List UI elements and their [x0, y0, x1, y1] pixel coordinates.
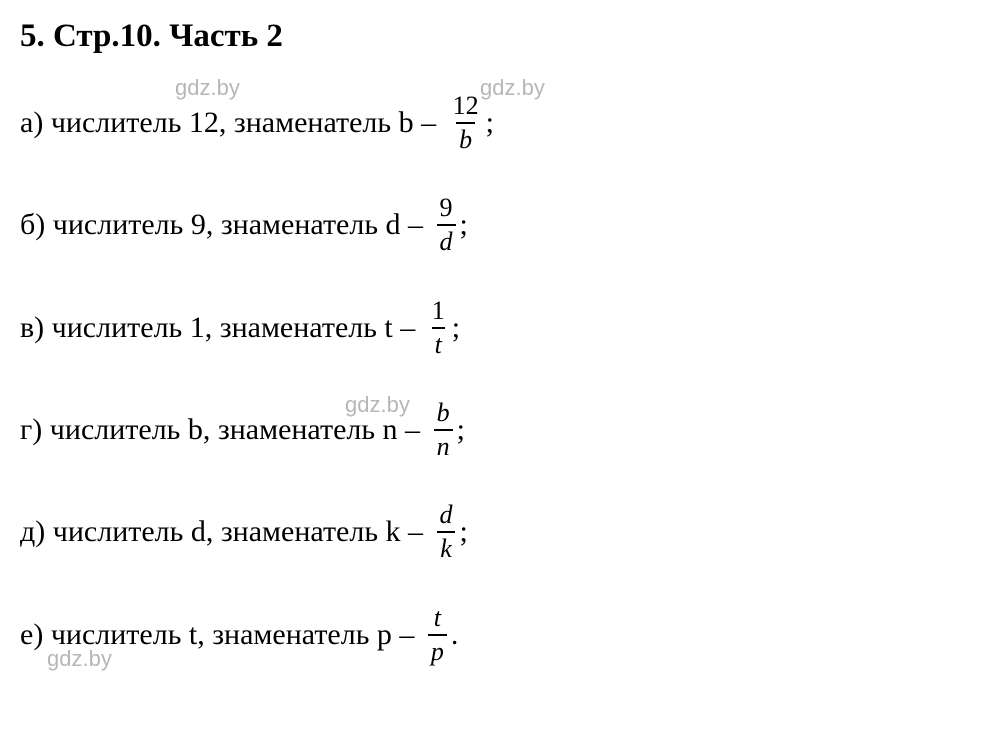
row-label: б)	[20, 210, 53, 240]
fraction-numerator: d	[437, 500, 456, 531]
row-tail: .	[451, 620, 459, 650]
row-tail: ;	[486, 108, 494, 138]
row-label: д)	[20, 517, 53, 547]
row-label: г)	[20, 415, 50, 445]
row-label: в)	[20, 313, 52, 343]
fraction: tp	[428, 603, 447, 667]
fraction: 1t	[429, 296, 448, 360]
row-text: числитель t, знаменатель p –	[51, 620, 422, 650]
fraction: 9d	[437, 193, 456, 257]
row-text: числитель b, знаменатель n –	[50, 415, 428, 445]
rows-container: а) числитель 12, знаменатель b – 12b;б) …	[20, 91, 983, 667]
answer-row: а) числитель 12, знаменатель b – 12b;	[20, 91, 983, 155]
fraction-numerator: b	[434, 398, 453, 429]
fraction-denominator: n	[434, 429, 453, 462]
fraction-numerator: 1	[429, 296, 448, 327]
answer-row: д) числитель d, знаменатель k – dk;	[20, 500, 983, 564]
row-text: числитель 1, знаменатель t –	[52, 313, 423, 343]
fraction: bn	[434, 398, 453, 462]
fraction-denominator: b	[456, 122, 475, 155]
row-tail: ;	[452, 313, 460, 343]
row-text: числитель d, знаменатель k –	[53, 517, 431, 547]
row-tail: ;	[457, 415, 465, 445]
fraction-denominator: k	[437, 531, 455, 564]
answer-row: г) числитель b, знаменатель n – bn;	[20, 398, 983, 462]
answer-row: е) числитель t, знаменатель p – tp.	[20, 603, 983, 667]
row-text: числитель 12, знаменатель b –	[51, 108, 444, 138]
fraction-numerator: 9	[437, 193, 456, 224]
fraction-denominator: t	[432, 327, 445, 360]
answer-row: в) числитель 1, знаменатель t – 1t;	[20, 296, 983, 360]
fraction-denominator: d	[437, 224, 456, 257]
fraction-numerator: t	[431, 603, 444, 634]
row-tail: ;	[460, 517, 468, 547]
row-tail: ;	[460, 210, 468, 240]
fraction: 12b	[450, 91, 482, 155]
row-text: числитель 9, знаменатель d –	[53, 210, 431, 240]
page-title: 5. Стр.10. Часть 2	[20, 18, 983, 55]
row-label: е)	[20, 620, 51, 650]
fraction-denominator: p	[428, 634, 447, 667]
row-label: а)	[20, 108, 51, 138]
answer-row: б) числитель 9, знаменатель d – 9d;	[20, 193, 983, 257]
fraction: dk	[437, 500, 456, 564]
fraction-numerator: 12	[450, 91, 482, 122]
